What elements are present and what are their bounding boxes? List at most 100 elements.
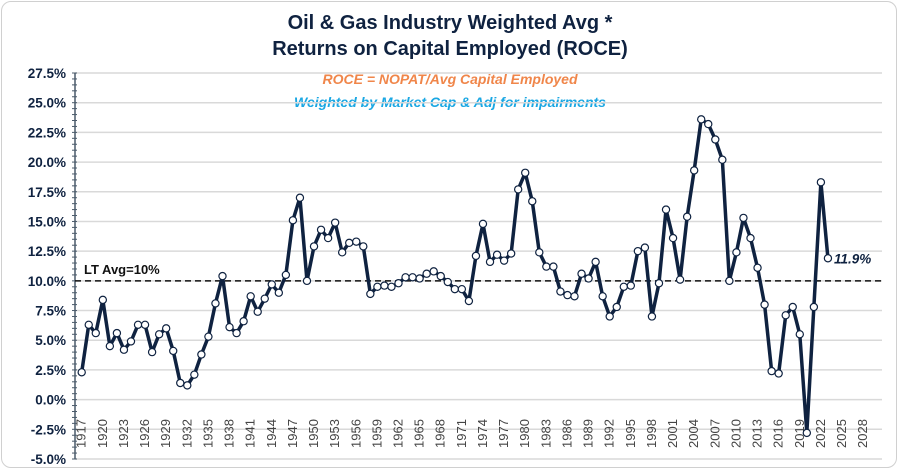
y-tick-label: 25.0% (28, 96, 66, 111)
data-point (140, 320, 150, 329)
x-tick-label: 1935 (200, 419, 215, 448)
x-tick-label: 1953 (327, 419, 342, 448)
data-point (802, 428, 812, 438)
data-point (183, 381, 192, 390)
data-point (542, 262, 551, 271)
data-point (126, 337, 136, 346)
data-point (330, 218, 340, 227)
data-point (98, 295, 108, 305)
data-point (682, 212, 692, 221)
x-tick-label: 1986 (559, 419, 574, 448)
data-point (309, 242, 319, 251)
y-tick-label: 22.5% (28, 125, 66, 140)
x-tick-label: 1956 (348, 419, 363, 448)
data-point (689, 166, 699, 175)
x-tick-label: 1980 (517, 419, 532, 448)
data-point (436, 271, 445, 281)
x-tick-label: 2028 (855, 419, 870, 448)
y-tick-label: -5.0% (31, 452, 66, 467)
data-point (584, 274, 593, 283)
data-point (190, 370, 199, 379)
data-point (112, 328, 122, 338)
x-tick-label: 1947 (285, 419, 300, 448)
x-tick-label: 1920 (95, 419, 110, 448)
data-point (429, 267, 438, 276)
data-point (394, 279, 403, 288)
data-point (506, 249, 516, 258)
chart-subtitle-formula: ROCE = NOPAT/Avg Capital Employed (322, 71, 577, 87)
x-tick-label: 2010 (728, 419, 743, 448)
data-point (176, 378, 185, 388)
data-point (457, 284, 467, 294)
data-point (767, 366, 776, 376)
x-tick-label: 2022 (813, 419, 828, 448)
data-point (499, 256, 509, 265)
last-value-label: 11.9% (834, 251, 871, 266)
x-tick-label: 1974 (475, 419, 490, 448)
data-point (633, 246, 643, 256)
data-point (478, 219, 488, 229)
data-point (605, 312, 614, 321)
data-point (753, 263, 762, 272)
y-tick-label: 20.0% (28, 155, 66, 170)
y-tick-label: 5.0% (35, 333, 66, 348)
x-tick-label: 1989 (581, 419, 596, 448)
data-point (323, 233, 333, 243)
x-tick-label: 1917 (74, 419, 89, 448)
data-point (725, 276, 734, 286)
data-point (218, 271, 227, 281)
x-tick-label: 1995 (623, 419, 638, 448)
data-point (563, 290, 572, 300)
x-tick-label: 1992 (602, 419, 617, 448)
x-tick-label: 2004 (686, 419, 701, 448)
y-tick-label: 15.0% (28, 214, 66, 229)
data-point (577, 269, 586, 278)
data-point (640, 243, 650, 252)
data-point (359, 242, 368, 251)
x-tick-label: 1983 (538, 419, 553, 448)
x-tick-label: 1941 (243, 419, 258, 448)
series-roce: 11.9% (77, 115, 871, 438)
data-point (225, 322, 234, 332)
data-point (197, 350, 206, 359)
data-point (704, 119, 713, 129)
data-point (781, 311, 790, 320)
y-tick-label: 12.5% (28, 244, 66, 259)
data-point (133, 320, 143, 329)
x-axis: 1917 1920 1923 1926 1929 1932 1935 1938 1941 1944… (74, 419, 870, 448)
data-point (84, 320, 93, 329)
data-point (105, 341, 115, 351)
y-tick-label: 0.0% (35, 393, 66, 408)
data-point (408, 273, 417, 282)
data-point (415, 274, 424, 283)
data-point (788, 302, 797, 312)
data-point (288, 216, 298, 225)
data-point (718, 155, 727, 164)
data-point (626, 281, 636, 290)
data-point (521, 168, 530, 177)
data-point (556, 287, 565, 296)
data-point (443, 277, 452, 287)
reference-line-group: LT Avg=10% (75, 262, 882, 282)
y-tick-label: 2.5% (35, 363, 66, 378)
data-point (274, 288, 284, 297)
y-tick-label: 7.5% (35, 304, 66, 319)
data-point (661, 205, 671, 214)
data-point (253, 307, 262, 316)
data-point (732, 248, 741, 257)
x-tick-label: 1944 (264, 419, 279, 448)
x-tick-label: 1998 (644, 419, 659, 448)
data-point (316, 225, 326, 234)
x-tick-label: 1971 (454, 419, 469, 448)
data-point (267, 280, 276, 289)
data-point (260, 294, 269, 303)
y-axis: 27.5% 25.0% 22.5% 20.0% 17.5% 15.0% 12.5% 10.0%… (28, 66, 77, 467)
data-point (528, 197, 537, 206)
x-tick-label: 2025 (834, 419, 849, 448)
x-tick-label: 1959 (369, 419, 384, 448)
x-tick-label: 2013 (750, 419, 765, 448)
data-point (549, 262, 558, 271)
data-point (211, 299, 220, 308)
